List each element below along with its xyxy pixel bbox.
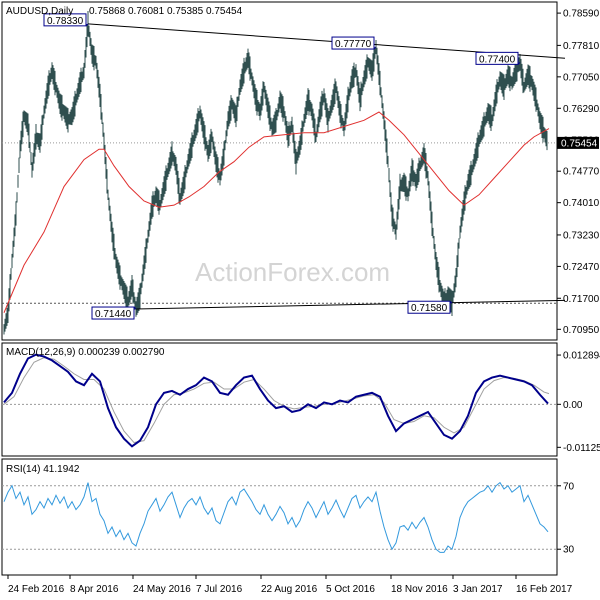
macd-series [3, 353, 550, 448]
price-annotations: 0.78330 0.77770 0.77400 0.71440 0.71580 [43, 13, 521, 320]
trendline [135, 299, 566, 310]
price-y-tick-label: 0.70950 [563, 325, 600, 336]
annotation-label: 0.71580 [411, 303, 448, 314]
x-tick-label: 18 Nov 2016 [391, 584, 448, 595]
price-header-close: 0.75454 [206, 6, 243, 17]
annotation-label: 0.78330 [47, 16, 84, 27]
macd-line [3, 353, 549, 448]
price-header-low: 0.75385 [167, 6, 204, 17]
annotation-label: 0.77400 [479, 54, 516, 65]
price-y-tick-label: 0.78590 [563, 9, 600, 20]
x-tick-label: 8 Apr 2016 [70, 584, 119, 595]
macd-panel-frame [1, 342, 558, 457]
rsi-line [3, 481, 549, 553]
price-header-open: 0.75868 [89, 6, 126, 17]
macd-y-tick-label: -0.011253 [563, 443, 600, 454]
x-tick-label: 16 Feb 2017 [516, 584, 573, 595]
rsi-series [3, 481, 549, 553]
annotation-box [43, 13, 87, 27]
rsi-y-axis: 70 30 [557, 481, 575, 556]
annotation-box [475, 51, 519, 65]
watermark: ActionForex.com [195, 257, 390, 287]
macd-y-tick-label: 0.012894 [563, 351, 600, 362]
last-price-box [557, 136, 599, 149]
rsi-y-tick-label: 30 [563, 545, 575, 556]
annotation-box [407, 300, 451, 314]
x-tick-label: 7 Jul 2016 [196, 584, 243, 595]
rsi-panel-frame [1, 458, 558, 576]
annotation-leader [517, 62, 521, 65]
annotation-leader [449, 300, 453, 304]
annotation-box [91, 306, 135, 320]
macd-y-tick-label: 0.00 [563, 400, 583, 411]
macd-header: MACD(12,26,9) 0.000239 0.002790 [6, 347, 165, 358]
x-tick-label: 3 Jan 2017 [453, 584, 503, 595]
price-y-tick-label: 0.73230 [563, 230, 600, 241]
rsi-y-tick-label: 70 [563, 481, 575, 492]
annotation-box [331, 36, 375, 50]
price-header-title: AUDUSD,Daily [6, 6, 73, 17]
rsi-header: RSI(14) 41.1942 [6, 464, 80, 475]
moving-average-line [3, 111, 550, 313]
x-tick-label: 24 May 2016 [133, 584, 191, 595]
x-tick-label: 5 Oct 2016 [326, 584, 375, 595]
x-tick-label: 22 Aug 2016 [261, 584, 318, 595]
x-axis: 24 Feb 2016 8 Apr 2016 24 May 2016 7 Jul 20… [7, 575, 573, 595]
last-price-label: 0.75454 [561, 138, 598, 149]
macd-y-axis: 0.012894 0.00 -0.011253 [557, 351, 600, 454]
price-y-tick-label: 0.77810 [563, 41, 600, 52]
annotation-leader [133, 306, 137, 310]
price-header-high: 0.76081 [128, 6, 165, 17]
price-y-tick-label: 0.72470 [563, 262, 600, 273]
annotation-label: 0.71440 [95, 309, 132, 320]
price-header: AUDUSD,Daily 0.75868 0.76081 0.75385 0.7… [6, 6, 243, 17]
price-y-tick-label: 0.76290 [563, 104, 600, 115]
annotation-leader [85, 23, 89, 27]
moving-average-series [3, 111, 550, 313]
price-y-tick-label: 0.74010 [563, 198, 600, 209]
price-bar-series [3, 11, 548, 335]
price-y-tick-label: 0.77050 [563, 72, 600, 83]
annotation-leader [373, 46, 377, 50]
x-tick-label: 24 Feb 2016 [8, 584, 65, 595]
price-y-tick-label: 0.74770 [563, 167, 600, 178]
price-y-tick-label: 0.71700 [563, 294, 600, 305]
annotation-label: 0.77770 [335, 39, 372, 50]
